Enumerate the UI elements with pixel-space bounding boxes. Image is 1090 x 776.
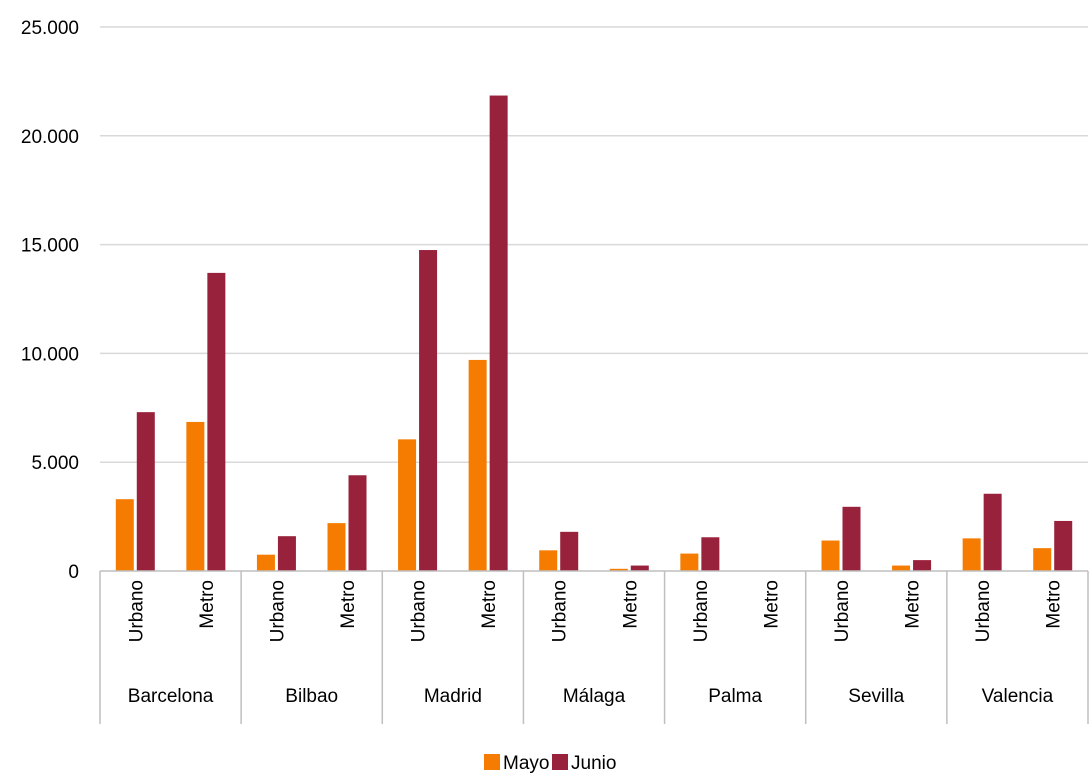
bar-mayo-7 — [609, 568, 628, 571]
x-group-label: Valencia — [982, 686, 1054, 707]
x-subcategory-label: Urbano — [550, 580, 571, 642]
y-axis-tick-labels: 0 5.000 10.000 15.000 20.000 25.000 — [21, 18, 79, 583]
x-subcategory-label: Urbano — [409, 580, 430, 642]
bar-junio-3 — [348, 475, 367, 571]
bar-junio-7 — [630, 565, 649, 571]
bar-junio-0 — [136, 412, 155, 571]
x-group-label: Barcelona — [128, 686, 214, 707]
x-subcategory-label: Urbano — [126, 580, 147, 642]
gridlines — [100, 26, 1088, 463]
x-subcategory-label: Urbano — [267, 580, 288, 642]
bar-mayo-12 — [962, 538, 981, 571]
bar-mayo-11 — [892, 565, 911, 571]
bar-mayo-1 — [186, 421, 205, 571]
legend-label-mayo: Mayo — [503, 753, 549, 774]
x-subcategory-label: Urbano — [691, 580, 712, 642]
bar-mayo-4 — [398, 439, 417, 571]
x-group-label: Madrid — [424, 686, 482, 707]
bar-junio-2 — [277, 536, 296, 571]
x-subcategory-label: Metro — [761, 580, 782, 629]
y-tick-label: 15.000 — [21, 236, 79, 257]
y-tick-label: 20.000 — [21, 127, 79, 148]
legend-swatch-mayo — [484, 754, 500, 770]
bar-mayo-3 — [327, 523, 346, 571]
y-tick-label: 10.000 — [21, 344, 79, 365]
bar-junio-10 — [842, 506, 861, 571]
x-group-label: Palma — [708, 686, 762, 707]
x-subcategory-label: Urbano — [832, 580, 853, 642]
bar-junio-11 — [913, 560, 932, 571]
x-subcategory-label: Metro — [1044, 580, 1065, 629]
x-group-label: Bilbao — [285, 686, 338, 707]
bar-junio-8 — [701, 537, 720, 571]
bars — [115, 95, 1073, 572]
legend-label-junio: Junio — [571, 753, 616, 774]
bar-junio-6 — [560, 531, 579, 571]
x-subcategory-label: Metro — [903, 580, 924, 629]
legend: Mayo Junio — [484, 753, 616, 774]
bar-mayo-10 — [821, 540, 840, 571]
bar-mayo-0 — [115, 499, 134, 571]
bar-mayo-8 — [680, 553, 699, 571]
legend-swatch-junio — [552, 754, 568, 770]
y-tick-label: 5.000 — [31, 453, 79, 474]
bar-junio-12 — [983, 493, 1002, 571]
bar-mayo-2 — [256, 554, 275, 571]
y-tick-label: 0 — [68, 562, 79, 583]
x-subcategory-label: Metro — [479, 580, 500, 629]
x-subcategory-label: Metro — [338, 580, 359, 629]
x-subcategory-label: Metro — [620, 580, 641, 629]
y-tick-label: 25.000 — [21, 18, 79, 39]
bar-junio-13 — [1054, 520, 1073, 571]
bar-mayo-6 — [539, 550, 558, 571]
bar-mayo-13 — [1033, 548, 1052, 571]
x-group-label: Málaga — [563, 686, 626, 707]
x-subcategory-label: Urbano — [973, 580, 994, 642]
bar-junio-5 — [489, 95, 508, 571]
bar-mayo-5 — [468, 359, 487, 571]
x-subcategory-label: Metro — [197, 580, 218, 629]
x-axis: Urbano Metro Urbano Metro Urbano Metro Urbano M… — [99, 570, 1089, 724]
bar-junio-4 — [419, 250, 438, 572]
bar-junio-1 — [207, 272, 226, 571]
x-group-label: Sevilla — [848, 686, 904, 707]
